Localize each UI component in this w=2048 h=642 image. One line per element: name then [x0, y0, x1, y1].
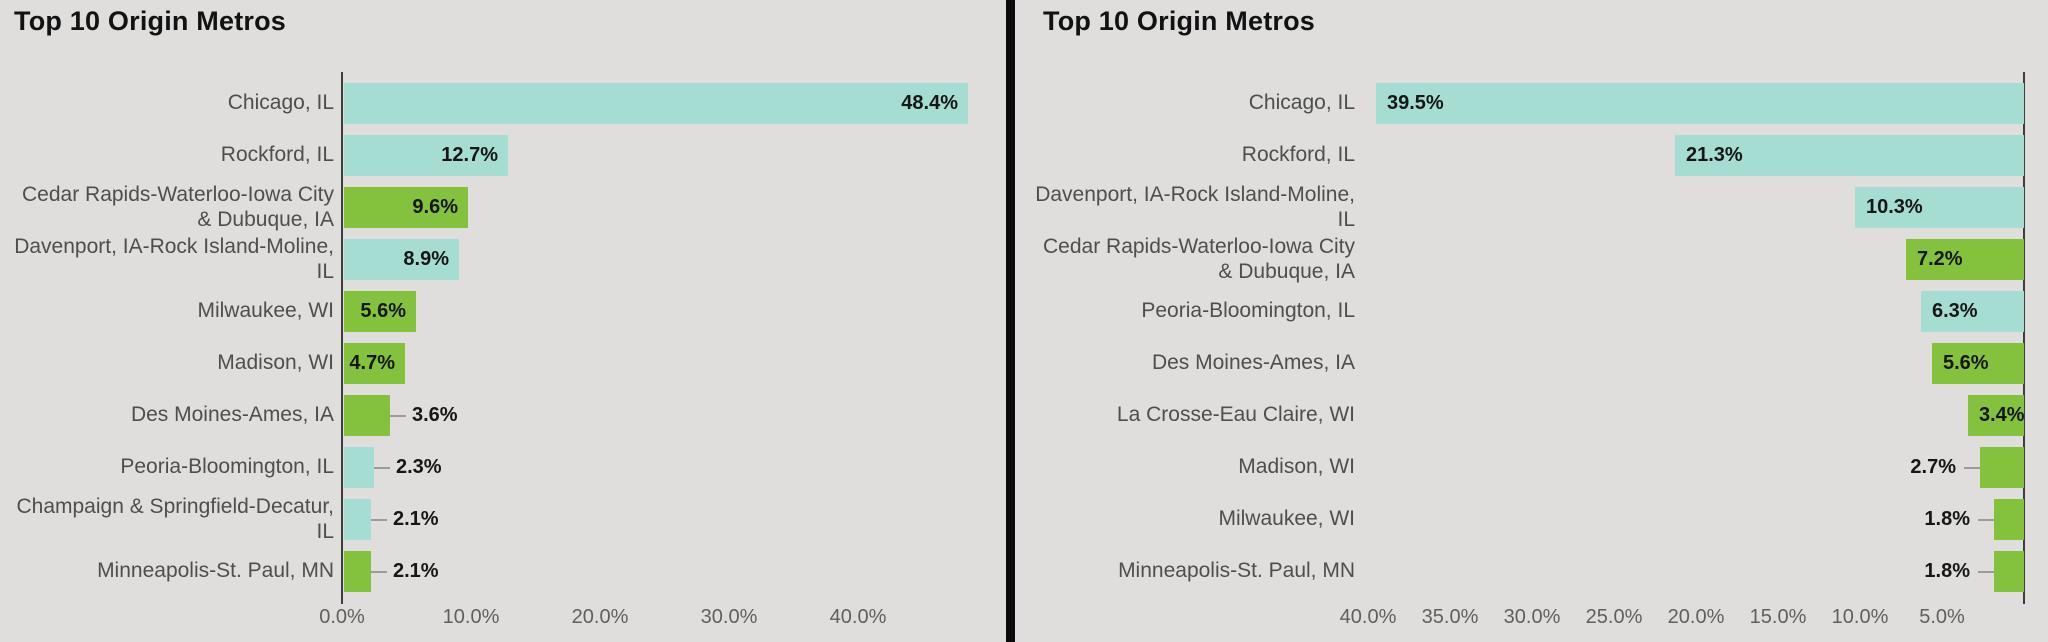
category-label: Davenport, IA-Rock Island-Moline, IL: [1035, 182, 1355, 231]
category-label: Rockford, IL: [220, 143, 334, 166]
category-label: Madison, WI: [1238, 455, 1355, 478]
left-chart-panel: Top 10 Origin Metros Chicago, IL 48.4% Roc…: [0, 0, 1006, 642]
value-label: 48.4%: [901, 92, 958, 114]
value-label: 5.6%: [1943, 352, 1989, 374]
bar-mark[interactable]: [344, 135, 508, 176]
value-label: 1.8%: [1924, 560, 1970, 582]
category-label: Cedar Rapids-Waterloo-Iowa City & Dubuqu…: [1043, 234, 1355, 283]
x-axis-tick-label: 15.0%: [1749, 606, 1807, 628]
bar-mark[interactable]: [344, 83, 968, 124]
bar-mark[interactable]: [1932, 343, 2024, 384]
value-label: 8.9%: [403, 248, 449, 270]
value-label: 10.3%: [1866, 196, 1923, 218]
bar-mark[interactable]: [1994, 499, 2024, 540]
value-label: 1.8%: [1924, 508, 1970, 530]
x-axis-tick-label: 5.0%: [1919, 606, 1965, 628]
x-axis-tick-label: 40.0%: [1339, 606, 1397, 628]
bar-mark[interactable]: [1906, 239, 2024, 280]
category-label: Madison, WI: [217, 351, 334, 374]
category-label: Davenport, IA-Rock Island-Moline, IL: [14, 234, 334, 283]
bar-mark[interactable]: [1675, 135, 2024, 176]
value-label: 2.1%: [393, 560, 439, 582]
bar-mark[interactable]: [1980, 447, 2024, 488]
leader-line: [1978, 570, 1994, 573]
x-axis-tick-label: 30.0%: [700, 606, 758, 628]
bar-mark[interactable]: [344, 291, 416, 332]
leader-line: [371, 570, 387, 573]
bar-mark[interactable]: [344, 447, 374, 488]
category-label: Chicago, IL: [1248, 91, 1355, 114]
category-label: Minneapolis-St. Paul, MN: [97, 559, 334, 582]
value-label: 12.7%: [441, 144, 498, 166]
bar-mark[interactable]: [1855, 187, 2024, 228]
x-axis-tick-label: 25.0%: [1585, 606, 1643, 628]
value-label: 4.7%: [349, 352, 395, 374]
value-label: 6.3%: [1932, 300, 1978, 322]
value-label: 2.7%: [1910, 456, 1956, 478]
category-label: Des Moines-Ames, IA: [130, 403, 334, 426]
leader-line: [374, 466, 390, 469]
bar-mark[interactable]: [344, 395, 390, 436]
bar-mark[interactable]: [1994, 551, 2024, 592]
right-chart-panel: Top 10 Origin Metros Chicago, IL 39.5% Roc…: [1015, 0, 2048, 642]
category-label: Minneapolis-St. Paul, MN: [1118, 559, 1355, 582]
value-label: 3.6%: [412, 404, 458, 426]
value-label: 2.1%: [393, 508, 439, 530]
bar-mark[interactable]: [344, 551, 371, 592]
value-label: 9.6%: [412, 196, 458, 218]
value-label: 7.2%: [1917, 248, 1963, 270]
x-axis-tick-label: 0.0%: [319, 606, 365, 628]
category-label: Peoria-Bloomington, IL: [120, 455, 334, 478]
leader-line: [390, 414, 406, 417]
category-label: Cedar Rapids-Waterloo-Iowa City & Dubuqu…: [22, 182, 334, 231]
value-label: 3.4%: [1979, 404, 2025, 426]
value-label: 2.3%: [396, 456, 442, 478]
category-label: Milwaukee, WI: [1218, 507, 1355, 530]
leader-line: [371, 518, 387, 521]
leader-line: [1964, 466, 1980, 469]
category-label: Milwaukee, WI: [197, 299, 334, 322]
bar-mark[interactable]: [344, 239, 459, 280]
bar-mark[interactable]: [344, 499, 371, 540]
bar-mark[interactable]: [1921, 291, 2024, 332]
x-axis-tick-label: 20.0%: [1667, 606, 1725, 628]
x-axis-tick-label: 10.0%: [1831, 606, 1889, 628]
x-axis-tick-label: 10.0%: [442, 606, 500, 628]
leader-line: [1978, 518, 1994, 521]
value-axis-line: [2023, 72, 2025, 604]
x-axis-tick-label: 30.0%: [1503, 606, 1561, 628]
category-label: Rockford, IL: [1241, 143, 1355, 166]
panel-divider: [1006, 0, 1015, 642]
category-label: Des Moines-Ames, IA: [1151, 351, 1355, 374]
value-label: 21.3%: [1686, 144, 1743, 166]
bar-mark[interactable]: [344, 343, 405, 384]
bar-mark[interactable]: [344, 187, 468, 228]
x-axis-tick-label: 20.0%: [571, 606, 629, 628]
category-label: Champaign & Springfield-Decatur, IL: [16, 494, 334, 543]
value-axis-line: [341, 72, 343, 604]
category-label: La Crosse-Eau Claire, WI: [1116, 403, 1355, 426]
value-label: 5.6%: [360, 300, 406, 322]
x-axis-tick-label: 35.0%: [1421, 606, 1479, 628]
right-chart-title: Top 10 Origin Metros: [1043, 6, 1316, 36]
category-label: Peoria-Bloomington, IL: [1141, 299, 1355, 322]
left-chart-title: Top 10 Origin Metros: [14, 6, 287, 36]
value-label: 39.5%: [1387, 92, 1444, 114]
bar-mark[interactable]: [1376, 83, 2024, 124]
category-label: Chicago, IL: [227, 91, 334, 114]
x-axis-tick-label: 40.0%: [829, 606, 887, 628]
bar-mark[interactable]: [1968, 395, 2024, 436]
